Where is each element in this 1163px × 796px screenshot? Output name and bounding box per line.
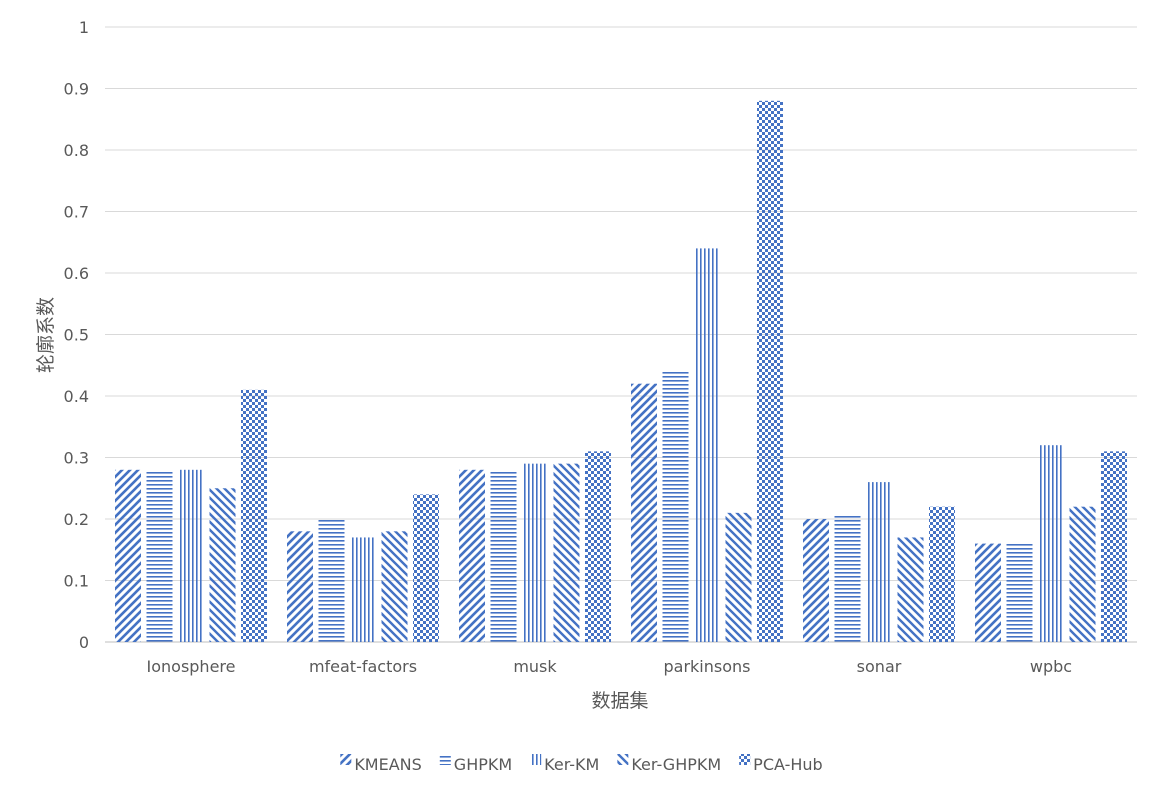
y-tick-label: 0.6 [64, 264, 89, 283]
legend-item-pca-hub[interactable]: PCA-Hub [739, 754, 823, 774]
legend-item-ker-ghpkm[interactable]: Ker-GHPKM [617, 754, 721, 774]
y-tick-label: 0.4 [64, 387, 89, 406]
y-axis-title: 轮廓系数 [35, 297, 57, 373]
legend-label: PCA-Hub [753, 755, 823, 774]
x-tick-label: mfeat-factors [309, 657, 417, 676]
bar-kmeans-musk [459, 469, 485, 642]
legend-label: Ker-KM [544, 755, 599, 774]
bar-pca-hub-mfeat-factors [413, 494, 439, 642]
x-tick-label: parkinsons [664, 657, 751, 676]
y-tick-label: 0.3 [64, 449, 89, 468]
bar-ker-km-musk [522, 463, 548, 642]
bar-ghpkm-sonar [834, 515, 861, 642]
bar-kmeans-parkinsons [631, 383, 657, 642]
legend-label: Ker-GHPKM [631, 755, 721, 774]
y-tick-label: 0.5 [64, 326, 89, 345]
legend-swatch [439, 754, 451, 765]
bar-ker-km-parkinsons [694, 248, 720, 642]
x-tick-label: musk [513, 657, 557, 676]
bar-ker-ghpkm-wpbc [1069, 506, 1096, 642]
bar-ker-ghpkm-mfeat-factors [381, 531, 408, 642]
legend-swatch [340, 754, 352, 765]
bar-ghpkm-musk [490, 471, 517, 642]
y-tick-label: 0.8 [64, 141, 89, 160]
y-tick-label: 0.2 [64, 510, 89, 529]
x-tick-label: sonar [857, 657, 902, 676]
bar-ker-km-wpbc [1038, 445, 1064, 642]
bar-ker-ghpkm-musk [553, 463, 580, 642]
bar-ker-km-ionosphere [178, 469, 204, 642]
bar-ghpkm-mfeat-factors [318, 519, 345, 642]
legend-item-ker-km[interactable]: Ker-KM [530, 754, 599, 774]
bar-ghpkm-parkinsons [662, 371, 689, 642]
legend-swatch [530, 754, 542, 765]
y-axis-ticks: 0 0.1 0.2 0.3 0.4 0.5 0.6 0.7 0.8 0.9 1 [64, 18, 89, 652]
bar-ghpkm-ionosphere [146, 471, 173, 642]
legend-swatch [617, 754, 629, 765]
x-tick-label: wpbc [1030, 657, 1072, 676]
x-tick-label: Ionosphere [147, 657, 236, 676]
bars [115, 100, 1127, 643]
bar-ker-ghpkm-sonar [897, 537, 924, 642]
bar-kmeans-wpbc [975, 543, 1001, 642]
y-tick-label: 1 [79, 18, 89, 37]
bar-ghpkm-wpbc [1006, 543, 1033, 642]
legend: KMEANS GHPKM Ker-KM Ker-GHPKM PCA-Hub [340, 754, 823, 774]
bar-kmeans-ionosphere [115, 469, 141, 642]
bar-kmeans-mfeat-factors [287, 531, 313, 642]
legend-label: KMEANS [354, 755, 421, 774]
bar-ker-ghpkm-parkinsons [725, 512, 752, 642]
bar-pca-hub-sonar [929, 506, 955, 642]
x-axis-ticks: Ionosphere mfeat-factors musk parkinsons son… [147, 657, 1073, 676]
x-axis-title: 数据集 [591, 690, 648, 712]
legend-item-ghpkm[interactable]: GHPKM [439, 754, 512, 774]
bar-pca-hub-parkinsons [757, 100, 783, 643]
bar-ker-km-sonar [866, 482, 892, 642]
y-tick-label: 0 [79, 633, 89, 652]
bar-ker-ghpkm-ionosphere [209, 488, 236, 642]
gridlines [105, 26, 1137, 643]
bar-pca-hub-wpbc [1101, 451, 1127, 642]
y-tick-label: 0.1 [64, 572, 89, 591]
legend-swatch [739, 754, 751, 765]
bar-kmeans-sonar [803, 519, 829, 642]
legend-label: GHPKM [454, 755, 512, 774]
bar-ker-km-mfeat-factors [350, 537, 376, 642]
y-tick-label: 0.9 [64, 80, 89, 99]
bar-pca-hub-musk [585, 451, 611, 642]
bar-pca-hub-ionosphere [241, 389, 267, 642]
legend-item-kmeans[interactable]: KMEANS [340, 754, 422, 774]
y-tick-label: 0.7 [64, 203, 89, 222]
